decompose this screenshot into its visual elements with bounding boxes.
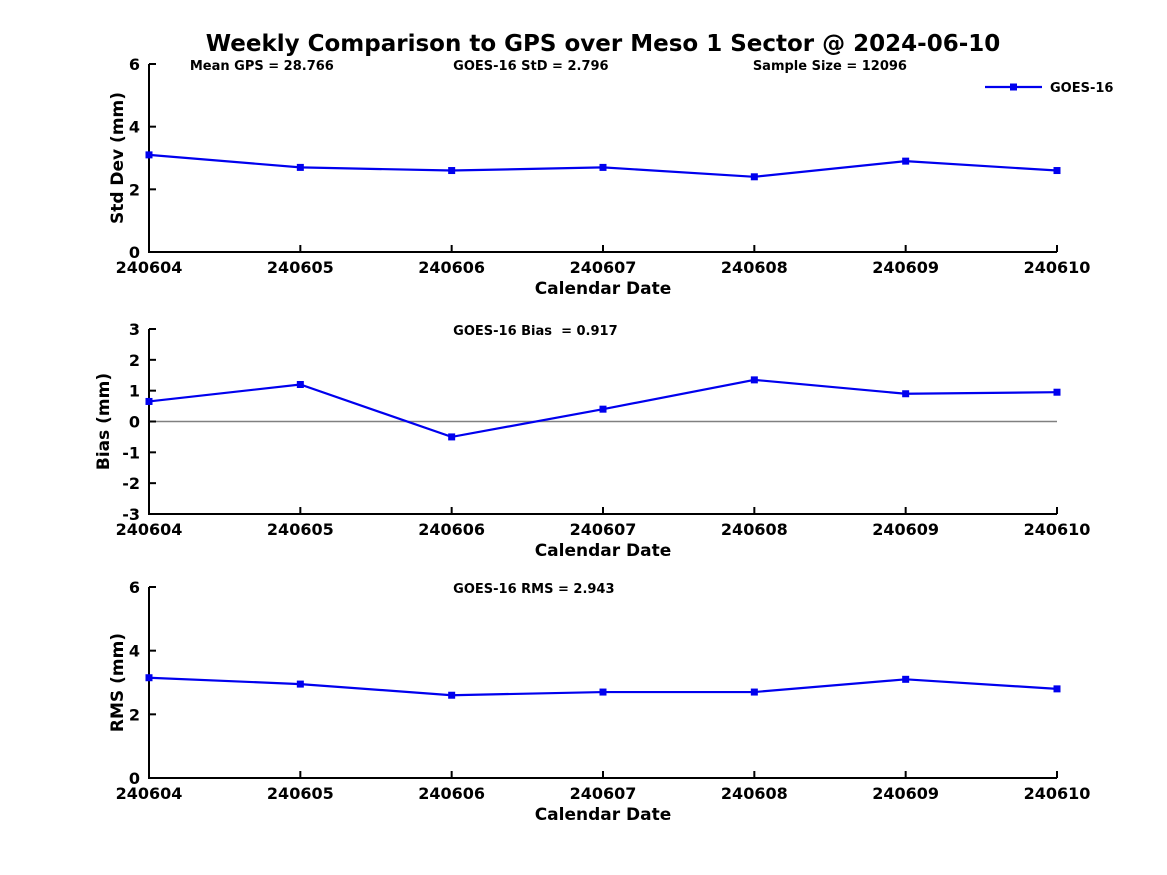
subplot-std-dev: 0 2 4 6 240604 240605 240606 240607 240608 240609…	[108, 55, 1090, 299]
y-axis-label: Bias (mm)	[94, 373, 114, 470]
y-tick-label: 4	[129, 118, 140, 137]
x-axis-label: Calendar Date	[535, 541, 672, 561]
x-tick-label: 240605	[267, 520, 334, 539]
x-tick-label: 240606	[418, 258, 485, 277]
data-point-marker	[599, 163, 607, 171]
data-point-marker	[750, 376, 758, 384]
y-tick-label: 3	[129, 320, 140, 339]
x-tick-label: 240610	[1024, 520, 1091, 539]
data-point-marker	[145, 674, 153, 682]
data-point-marker	[902, 675, 910, 683]
subplot-bias: -3 -2 -1 0 1 2 3 240604 240605 240606 240607 240608…	[94, 320, 1090, 561]
x-axis-label: Calendar Date	[535, 805, 672, 825]
x-tick-label: 240605	[267, 258, 334, 277]
stat-annotation: GOES-16 StD = 2.796	[453, 59, 608, 74]
legend-marker-icon	[1010, 83, 1017, 91]
data-point-marker	[145, 151, 153, 159]
x-tick-label: 240606	[418, 784, 485, 803]
data-point-marker	[902, 390, 910, 398]
y-tick-label: 2	[129, 705, 140, 724]
data-point-marker	[902, 157, 910, 165]
subplot-rms: 0 2 4 6 240604 240605 240606 240607 240608 240609…	[108, 578, 1090, 825]
x-tick-label: 240607	[570, 520, 637, 539]
y-tick-label: -3	[122, 505, 140, 524]
y-tick-label: 2	[129, 351, 140, 370]
y-tick-label: 0	[129, 769, 140, 788]
data-point-marker	[448, 167, 456, 175]
x-tick-label: 240609	[872, 520, 939, 539]
data-point-marker	[1053, 685, 1061, 693]
x-tick-label: 240607	[570, 258, 637, 277]
y-axis-label: Std Dev (mm)	[108, 92, 128, 224]
data-point-marker	[1053, 167, 1061, 175]
x-axis-label: Calendar Date	[535, 279, 672, 299]
x-tick-label: 240604	[116, 784, 183, 803]
x-tick-label: 240610	[1024, 784, 1091, 803]
stat-annotation: GOES-16 RMS = 2.943	[453, 582, 614, 597]
x-tick-label: 240604	[116, 520, 183, 539]
x-tick-label: 240610	[1024, 258, 1091, 277]
y-tick-label: 1	[129, 382, 140, 401]
y-tick-label: 0	[129, 413, 140, 432]
data-point-marker	[750, 688, 758, 696]
data-point-marker	[448, 433, 456, 441]
x-tick-label: 240608	[721, 784, 788, 803]
y-axis-label: RMS (mm)	[108, 633, 128, 732]
x-tick-label: 240608	[721, 520, 788, 539]
x-tick-label: 240609	[872, 784, 939, 803]
x-tick-label: 240606	[418, 520, 485, 539]
x-tick-label: 240608	[721, 258, 788, 277]
y-tick-label: 6	[129, 578, 140, 597]
data-point-marker	[296, 680, 304, 688]
x-tick-label: 240604	[116, 258, 183, 277]
y-tick-label: 0	[129, 243, 140, 262]
data-point-marker	[750, 173, 758, 181]
y-tick-label: -2	[122, 474, 140, 493]
data-point-marker	[599, 405, 607, 413]
stat-annotation: Sample Size = 12096	[753, 59, 907, 74]
figure-title: Weekly Comparison to GPS over Meso 1 Sec…	[206, 31, 1001, 57]
axes-spines	[148, 64, 1057, 253]
y-tick-label: 4	[129, 642, 140, 661]
data-point-marker	[599, 688, 607, 696]
data-point-marker	[145, 397, 153, 405]
y-tick-label: -1	[122, 443, 140, 462]
legend: GOES-16	[985, 81, 1113, 96]
data-point-marker	[296, 381, 304, 388]
y-tick-label: 6	[129, 55, 140, 74]
legend-label: GOES-16	[1050, 81, 1113, 96]
stat-annotation: GOES-16 Bias = 0.917	[453, 324, 617, 339]
x-tick-label: 240609	[872, 258, 939, 277]
stat-annotation: Mean GPS = 28.766	[190, 59, 334, 74]
y-tick-label: 2	[129, 180, 140, 199]
x-tick-label: 240605	[267, 784, 334, 803]
data-point-marker	[1053, 388, 1061, 396]
data-point-marker	[448, 691, 456, 699]
x-tick-label: 240607	[570, 784, 637, 803]
data-point-marker	[296, 163, 304, 171]
